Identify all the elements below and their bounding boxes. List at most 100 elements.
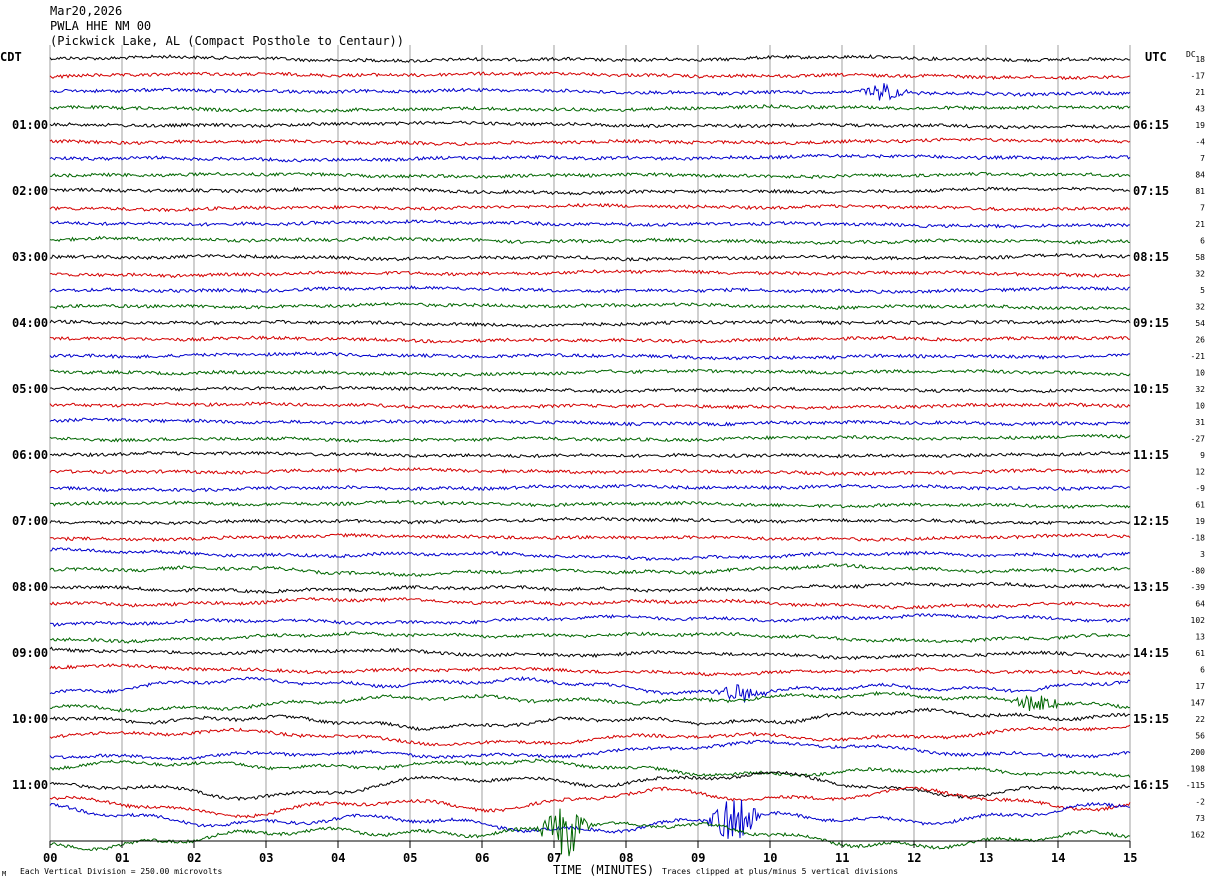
utc-hour-08:15: 08:15 bbox=[1133, 250, 1169, 264]
station-label: PWLA HHE NM 00 bbox=[50, 19, 152, 33]
x-tick-label-01: 01 bbox=[115, 851, 129, 865]
trace-41 bbox=[49, 724, 1131, 747]
dc-offset-35: 13 bbox=[1195, 633, 1205, 642]
minute-gridlines bbox=[49, 45, 1131, 841]
x-tick-label-02: 02 bbox=[187, 851, 201, 865]
trace-37 bbox=[49, 663, 1131, 677]
dc-offset-labels: 18-17214319-478481721658325325426-211032… bbox=[1186, 55, 1205, 840]
trace-2 bbox=[49, 83, 1131, 101]
dc-offset-32: -39 bbox=[1191, 583, 1206, 592]
dc-offset-22: 31 bbox=[1195, 418, 1205, 427]
dc-offset-13: 32 bbox=[1195, 270, 1205, 279]
utc-label: UTC bbox=[1145, 50, 1167, 64]
trace-44 bbox=[49, 770, 1131, 802]
dc-offset-38: 17 bbox=[1195, 682, 1205, 691]
trace-47 bbox=[49, 808, 1131, 857]
dc-offset-34: 102 bbox=[1191, 616, 1206, 625]
cdt-hour-02:00: 02:00 bbox=[12, 184, 48, 198]
trace-38 bbox=[49, 675, 1131, 703]
trace-7 bbox=[49, 171, 1131, 180]
x-tick-label-06: 06 bbox=[475, 851, 489, 865]
corner-mark: M bbox=[2, 870, 6, 878]
x-tick-label-04: 04 bbox=[331, 851, 345, 865]
dc-offset-26: -9 bbox=[1195, 484, 1205, 493]
x-tick-label-00: 00 bbox=[43, 851, 57, 865]
trace-13 bbox=[49, 269, 1131, 279]
trace-23 bbox=[49, 433, 1131, 443]
dc-offset-21: 10 bbox=[1195, 402, 1205, 411]
trace-6 bbox=[49, 153, 1131, 163]
trace-26 bbox=[49, 483, 1131, 493]
trace-45 bbox=[49, 786, 1131, 819]
trace-33 bbox=[49, 596, 1131, 610]
trace-21 bbox=[49, 401, 1131, 410]
dc-offset-46: 73 bbox=[1195, 814, 1205, 823]
trace-46 bbox=[49, 799, 1131, 839]
utc-hour-15:15: 15:15 bbox=[1133, 712, 1169, 726]
trace-12 bbox=[49, 252, 1131, 262]
trace-28 bbox=[49, 516, 1131, 526]
dc-offset-7: 84 bbox=[1195, 171, 1205, 180]
x-tick-label-11: 11 bbox=[835, 851, 849, 865]
dc-offset-14: 5 bbox=[1200, 286, 1205, 295]
dc-offset-36: 61 bbox=[1195, 649, 1205, 658]
trace-30 bbox=[49, 547, 1131, 562]
cdt-hour-11:00: 11:00 bbox=[12, 778, 48, 792]
x-tick-label-14: 14 bbox=[1051, 851, 1065, 865]
dc-offset-10: 21 bbox=[1195, 220, 1205, 229]
cdt-hour-03:00: 03:00 bbox=[12, 250, 48, 264]
dc-offset-25: 12 bbox=[1195, 468, 1205, 477]
cdt-hour-09:00: 09:00 bbox=[12, 646, 48, 660]
dc-offset-8: 81 bbox=[1195, 187, 1205, 196]
dc-offset-42: 200 bbox=[1191, 748, 1206, 757]
dc-offset-11: 6 bbox=[1200, 237, 1205, 246]
dc-offset-2: 21 bbox=[1195, 88, 1205, 97]
trace-40 bbox=[49, 707, 1131, 732]
dc-offset-1: -17 bbox=[1191, 72, 1206, 81]
dc-offset-3: 43 bbox=[1195, 105, 1205, 114]
cdt-hour-07:00: 07:00 bbox=[12, 514, 48, 528]
dc-offset-5: -4 bbox=[1195, 138, 1205, 147]
trace-27 bbox=[50, 499, 1131, 510]
utc-hour-11:15: 11:15 bbox=[1133, 448, 1169, 462]
trace-24 bbox=[49, 450, 1131, 459]
utc-hour-labels: 06:15 07:15 08:15 09:15 10:15 11:15 12:15 13:15… bbox=[1133, 118, 1169, 792]
trace-20 bbox=[49, 385, 1131, 394]
dc-offset-15: 32 bbox=[1195, 303, 1205, 312]
cdt-hour-10:00: 10:00 bbox=[12, 712, 48, 726]
trace-1 bbox=[49, 71, 1131, 81]
dc-offset-4: 19 bbox=[1195, 121, 1205, 130]
trace-15 bbox=[49, 302, 1131, 311]
dc-offset-31: -80 bbox=[1191, 567, 1206, 576]
dc-offset-24: 9 bbox=[1200, 451, 1205, 460]
cdt-hour-06:00: 06:00 bbox=[12, 448, 48, 462]
trace-8 bbox=[49, 186, 1131, 196]
cdt-hour-04:00: 04:00 bbox=[12, 316, 48, 330]
time-tick-labels: 00 01 02 03 04 05 06 07 08 09 10 11 12 13 14 15 bbox=[43, 841, 1137, 865]
trace-31 bbox=[49, 563, 1131, 578]
dc-offset-9: 7 bbox=[1200, 204, 1205, 213]
dc-offset-40: 22 bbox=[1195, 715, 1205, 724]
trace-34 bbox=[49, 613, 1131, 628]
dc-offset-19: 10 bbox=[1195, 369, 1205, 378]
utc-hour-06:15: 06:15 bbox=[1133, 118, 1169, 132]
dc-offset-45: -2 bbox=[1195, 798, 1205, 807]
x-tick-label-10: 10 bbox=[763, 851, 777, 865]
dc-offset-28: 19 bbox=[1195, 517, 1205, 526]
x-tick-label-05: 05 bbox=[403, 851, 417, 865]
x-tick-label-12: 12 bbox=[907, 851, 921, 865]
trace-32 bbox=[49, 581, 1131, 594]
cdt-hour-labels: 01:00 02:00 03:00 04:00 05:00 06:00 07:00 08:00… bbox=[12, 118, 48, 792]
cdt-hour-01:00: 01:00 bbox=[12, 118, 48, 132]
trace-42 bbox=[49, 739, 1131, 761]
x-tick-label-09: 09 bbox=[691, 851, 705, 865]
date-label: Mar20,2026 bbox=[50, 4, 123, 18]
utc-hour-09:15: 09:15 bbox=[1133, 316, 1169, 330]
cdt-label: CDT bbox=[0, 50, 22, 64]
utc-hour-07:15: 07:15 bbox=[1133, 184, 1169, 198]
trace-43 bbox=[49, 758, 1131, 778]
trace-17 bbox=[49, 335, 1130, 344]
trace-10 bbox=[50, 219, 1130, 229]
utc-hour-13:15: 13:15 bbox=[1133, 580, 1169, 594]
